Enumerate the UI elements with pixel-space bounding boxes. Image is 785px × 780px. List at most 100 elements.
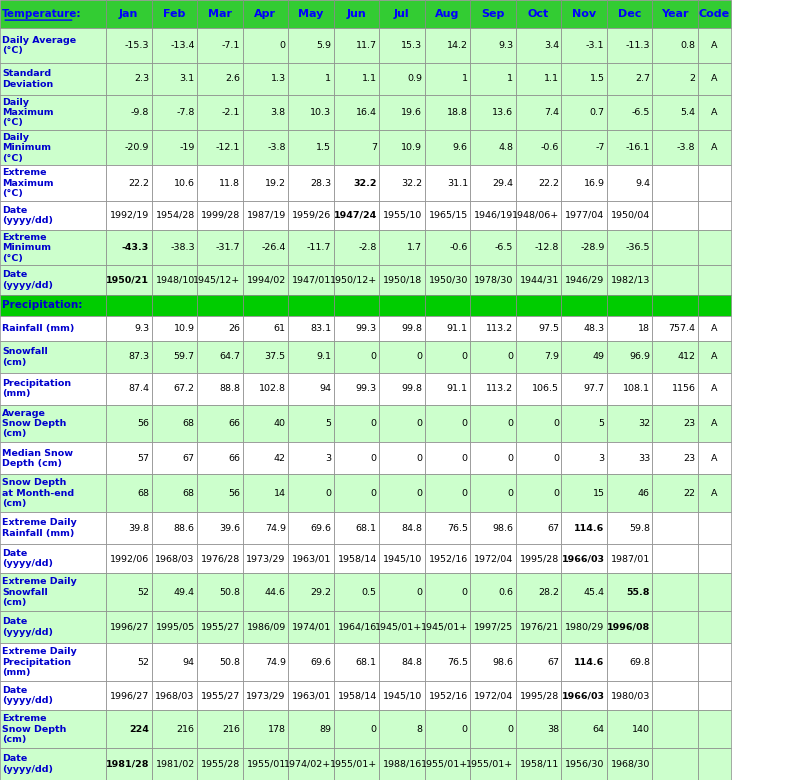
Text: 98.6: 98.6 — [492, 523, 513, 533]
Bar — [288, 612, 334, 643]
Text: A: A — [711, 353, 717, 361]
Bar — [607, 28, 652, 63]
Bar — [334, 63, 379, 95]
Bar — [379, 544, 425, 573]
Text: 0: 0 — [325, 489, 331, 498]
Bar — [561, 95, 607, 130]
Text: 10.9: 10.9 — [401, 144, 422, 152]
Text: Date
(yyyy/dd): Date (yyyy/dd) — [2, 754, 53, 774]
Text: 1950/04: 1950/04 — [611, 211, 650, 220]
Text: 1958/11: 1958/11 — [520, 760, 559, 768]
Bar — [243, 165, 288, 200]
Bar — [652, 612, 698, 643]
Bar — [470, 544, 516, 573]
Text: 49: 49 — [593, 353, 604, 361]
Text: 114.6: 114.6 — [574, 523, 604, 533]
Text: 1955/10: 1955/10 — [383, 211, 422, 220]
Text: 0: 0 — [507, 419, 513, 428]
Bar — [607, 644, 652, 681]
Bar — [197, 230, 243, 265]
Text: 1952/16: 1952/16 — [429, 691, 468, 700]
Text: 0: 0 — [507, 353, 513, 361]
Bar — [516, 512, 561, 544]
Text: 87.4: 87.4 — [128, 385, 149, 393]
Bar — [425, 711, 470, 748]
Text: Daily
Minimum
(°C): Daily Minimum (°C) — [2, 133, 51, 163]
Text: 1.7: 1.7 — [407, 243, 422, 252]
Bar — [470, 130, 516, 165]
Text: 178: 178 — [268, 725, 286, 734]
Bar — [425, 28, 470, 63]
Bar — [152, 341, 197, 373]
Text: 33: 33 — [637, 454, 650, 463]
Text: 99.3: 99.3 — [356, 324, 377, 333]
Text: 99.8: 99.8 — [401, 324, 422, 333]
Text: 7.4: 7.4 — [544, 108, 559, 117]
Bar — [243, 230, 288, 265]
Bar — [561, 612, 607, 643]
Text: 1944/31: 1944/31 — [520, 275, 559, 285]
Text: 0: 0 — [462, 419, 468, 428]
Bar — [197, 63, 243, 95]
Text: Extreme Daily
Snowfall
(cm): Extreme Daily Snowfall (cm) — [2, 577, 77, 608]
Text: 88.6: 88.6 — [173, 523, 195, 533]
Bar — [561, 200, 607, 230]
Bar — [0, 95, 106, 130]
Bar — [652, 63, 698, 95]
Bar — [197, 573, 243, 612]
Text: Oct: Oct — [528, 9, 549, 19]
Text: 99.3: 99.3 — [356, 385, 377, 393]
Text: A: A — [711, 41, 717, 50]
Bar — [152, 63, 197, 95]
Text: 1973/29: 1973/29 — [246, 555, 286, 563]
Bar — [197, 748, 243, 780]
Text: 1977/04: 1977/04 — [565, 211, 604, 220]
Bar — [288, 316, 334, 341]
Bar — [106, 474, 152, 512]
Text: 28.2: 28.2 — [538, 588, 559, 597]
Text: 1945/10: 1945/10 — [383, 555, 422, 563]
Bar — [106, 644, 152, 681]
Bar — [334, 711, 379, 748]
Bar — [698, 573, 731, 612]
Text: 1945/10: 1945/10 — [383, 691, 422, 700]
Text: 52: 52 — [137, 588, 149, 597]
Bar — [0, 341, 106, 373]
Text: Extreme
Minimum
(°C): Extreme Minimum (°C) — [2, 232, 51, 263]
Text: 1995/05: 1995/05 — [155, 622, 195, 632]
Text: 1: 1 — [325, 74, 331, 83]
Bar — [106, 544, 152, 573]
Bar — [243, 63, 288, 95]
Text: 1955/28: 1955/28 — [201, 760, 240, 768]
Bar — [197, 265, 243, 295]
Bar — [0, 573, 106, 612]
Text: 22.2: 22.2 — [538, 179, 559, 187]
Text: 0: 0 — [416, 419, 422, 428]
Bar — [152, 474, 197, 512]
Text: 32: 32 — [638, 419, 650, 428]
Text: 55.8: 55.8 — [626, 588, 650, 597]
Text: 94: 94 — [319, 385, 331, 393]
Text: -28.9: -28.9 — [580, 243, 604, 252]
Text: Precipitation
(mm): Precipitation (mm) — [2, 379, 71, 399]
Bar — [197, 28, 243, 63]
Bar — [516, 373, 561, 405]
Text: 1972/04: 1972/04 — [474, 691, 513, 700]
Text: 1976/21: 1976/21 — [520, 622, 559, 632]
Bar — [652, 373, 698, 405]
Bar — [470, 341, 516, 373]
Text: -7.8: -7.8 — [177, 108, 195, 117]
Text: 0.7: 0.7 — [590, 108, 604, 117]
Bar — [698, 28, 731, 63]
Bar — [425, 644, 470, 681]
Bar — [379, 165, 425, 200]
Text: Date
(yyyy/dd): Date (yyyy/dd) — [2, 271, 53, 289]
Bar — [0, 316, 106, 341]
Text: -2.8: -2.8 — [359, 243, 377, 252]
Bar — [379, 28, 425, 63]
Bar — [334, 265, 379, 295]
Text: 99.8: 99.8 — [401, 385, 422, 393]
Text: 5: 5 — [325, 419, 331, 428]
Bar — [561, 341, 607, 373]
Bar — [106, 748, 152, 780]
